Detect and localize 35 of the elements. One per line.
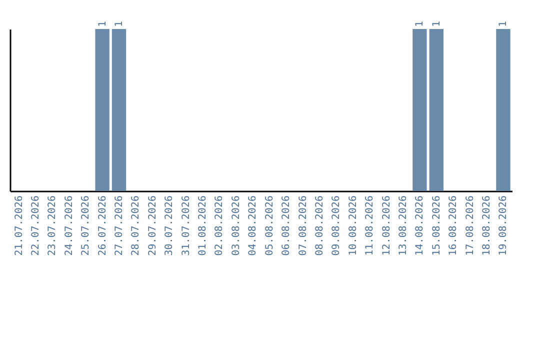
x-tick-label: 12.08.2026 <box>381 196 392 256</box>
x-tick-label: 21.07.2026 <box>14 196 25 256</box>
x-tick-label: 01.08.2026 <box>198 196 209 256</box>
x-tick-label: 14.08.2026 <box>414 196 426 256</box>
x-tick-label: 05.08.2026 <box>264 196 276 256</box>
x-tick-label: 30.07.2026 <box>164 196 176 256</box>
x-tick-label: 07.08.2026 <box>298 196 309 256</box>
x-tick-label: 18.08.2026 <box>482 196 493 256</box>
x-tick-label: 06.08.2026 <box>281 196 292 256</box>
x-tick-label: 27.07.2026 <box>114 196 126 256</box>
x-tick-label: 31.07.2026 <box>180 196 192 256</box>
x-tick-label: 10.08.2026 <box>348 196 359 256</box>
x-tick-label: 25.07.2026 <box>80 196 92 256</box>
x-tick-label: 29.07.2026 <box>147 196 158 256</box>
data-label: 1 <box>114 20 126 27</box>
data-label: 1 <box>414 20 426 27</box>
x-tick-label: 17.08.2026 <box>464 196 476 256</box>
x-tick-label: 26.07.2026 <box>97 196 108 256</box>
x-tick-label: 22.07.2026 <box>30 196 42 256</box>
x-tick-label: 16.08.2026 <box>448 196 460 256</box>
x-tick-label: 04.08.2026 <box>248 196 259 256</box>
x-tick-label: 08.08.2026 <box>314 196 326 256</box>
x-tick-label: 28.07.2026 <box>130 196 142 256</box>
data-label: 1 <box>498 20 510 27</box>
x-tick-label: 02.08.2026 <box>214 196 226 256</box>
x-tick-label: 13.08.2026 <box>398 196 409 256</box>
x-tick-label: 03.08.2026 <box>230 196 242 256</box>
x-tick-label: 15.08.2026 <box>431 196 442 256</box>
x-tick-label: 23.07.2026 <box>47 196 58 256</box>
x-tick-label: 19.08.2026 <box>498 196 510 256</box>
x-tick-label: 09.08.2026 <box>331 196 342 256</box>
x-tick-label: 24.07.2026 <box>64 196 75 256</box>
data-label: 1 <box>97 20 108 27</box>
x-tick-label: 11.08.2026 <box>364 196 376 256</box>
data-label: 1 <box>431 20 442 27</box>
